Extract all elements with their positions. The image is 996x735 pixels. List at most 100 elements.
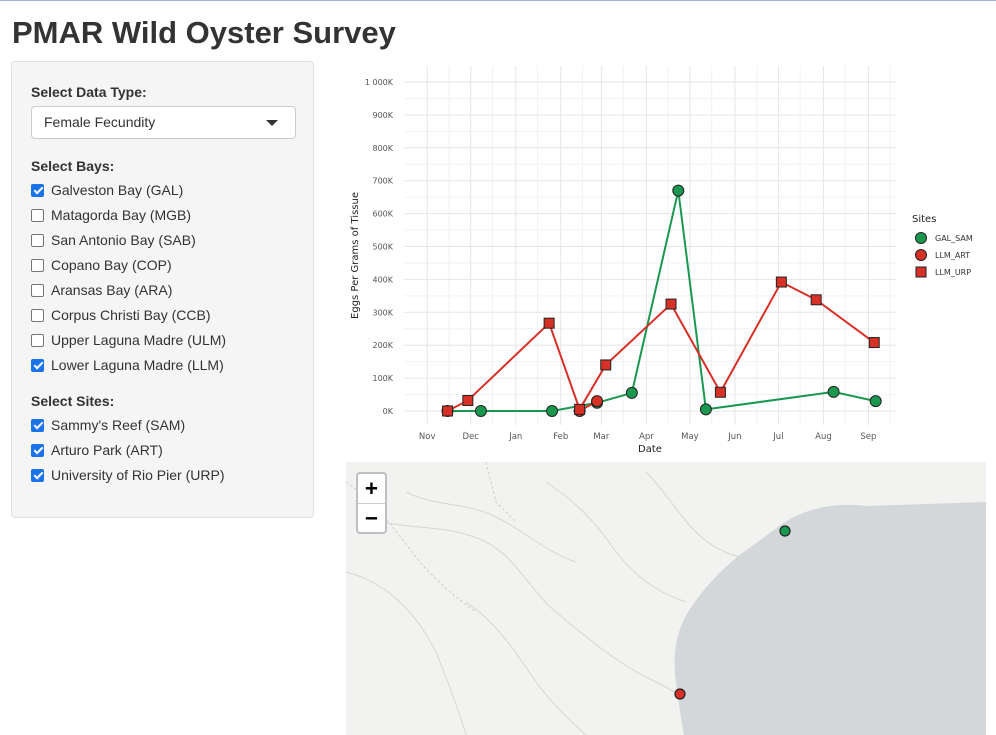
checkbox-label: Arturo Park (ART) xyxy=(51,442,163,458)
x-tick-label: Sep xyxy=(860,432,876,442)
legend-key-llm_urp xyxy=(915,266,927,278)
bay-checkbox[interactable]: Copano Bay (COP) xyxy=(31,255,172,275)
y-tick-label: 500K xyxy=(372,243,393,252)
checkbox-box[interactable] xyxy=(31,183,44,197)
x-axis-ticks: Nov Dec Jan Feb Mar Apr May Jun Jul Aug Sep xyxy=(419,432,877,442)
gulf-water xyxy=(674,502,986,735)
y-tick-label: 400K xyxy=(372,275,393,284)
data-point-gal_sam xyxy=(869,395,882,408)
checkbox-label: Aransas Bay (ARA) xyxy=(51,282,173,298)
data-point-llm_urp xyxy=(600,359,612,371)
bay-checkbox[interactable]: Lower Laguna Madre (LLM) xyxy=(31,355,224,375)
map-marker-gal-sam[interactable] xyxy=(779,525,791,537)
y-tick-label: 1 000K xyxy=(365,78,394,87)
y-axis-ticks: 0K 100K 200K 300K 400K 500K 600K 700K 800K 900K 1 … xyxy=(365,78,394,416)
map-rivers xyxy=(346,471,742,735)
checkbox-label: Copano Bay (COP) xyxy=(51,257,172,273)
y-tick-label: 600K xyxy=(372,210,393,219)
checkbox-box[interactable] xyxy=(31,418,44,432)
checkbox-label: San Antonio Bay (SAB) xyxy=(51,232,196,248)
map-zoom-control: + − xyxy=(356,472,387,534)
y-tick-label: 700K xyxy=(372,177,393,186)
series-line-llm_urp xyxy=(447,280,875,412)
x-tick-label: Jun xyxy=(727,432,741,442)
checkbox-label: Corpus Christi Bay (CCB) xyxy=(51,307,211,323)
map-canvas[interactable] xyxy=(346,462,986,735)
checkbox-label: Upper Laguna Madre (ULM) xyxy=(51,332,227,348)
site-checkbox[interactable]: Sammy's Reef (SAM) xyxy=(31,415,185,435)
y-tick-label: 200K xyxy=(372,341,393,350)
checkbox-box[interactable] xyxy=(31,258,44,272)
checkbox-box[interactable] xyxy=(31,233,44,247)
map[interactable]: + − xyxy=(346,462,986,735)
checkbox-box[interactable] xyxy=(31,208,44,222)
checkbox-box[interactable] xyxy=(31,333,44,347)
series-points xyxy=(441,184,882,417)
data-point-llm_art xyxy=(591,395,604,408)
y-tick-label: 800K xyxy=(372,144,393,153)
y-tick-label: 100K xyxy=(372,374,393,383)
data-point-llm_urp xyxy=(775,276,787,288)
sidebar-panel: Select Data Type: Female Fecundity Selec… xyxy=(11,61,314,518)
legend-label-gal_sam: GAL_SAM xyxy=(935,234,973,243)
data-point-llm_urp xyxy=(868,337,880,349)
data-point-gal_sam xyxy=(699,403,712,416)
bay-checkbox[interactable]: San Antonio Bay (SAB) xyxy=(31,230,196,250)
data-point-gal_sam xyxy=(827,385,840,398)
site-checkbox[interactable]: Arturo Park (ART) xyxy=(31,440,163,460)
y-tick-label: 0K xyxy=(383,407,394,416)
x-tick-label: Nov xyxy=(419,432,436,442)
zoom-out-button[interactable]: − xyxy=(358,503,385,533)
data-point-llm_urp xyxy=(574,403,586,415)
y-tick-label: 300K xyxy=(372,308,393,317)
legend-key-gal_sam xyxy=(915,232,927,244)
legend-label-llm_urp: LLM_URP xyxy=(935,268,971,277)
data-point-llm_urp xyxy=(462,394,474,406)
checkbox-label: Galveston Bay (GAL) xyxy=(51,182,184,198)
y-axis-label: Eggs Per Grams of Tissue xyxy=(350,192,361,319)
checkbox-box[interactable] xyxy=(31,308,44,322)
checkbox-label: Matagorda Bay (MGB) xyxy=(51,207,192,223)
y-tick-label: 900K xyxy=(372,111,393,120)
legend: Sites GAL_SAM LLM_ART LLM_URP xyxy=(912,214,973,278)
checkbox-box[interactable] xyxy=(31,443,44,457)
x-axis-label: Date xyxy=(638,444,662,455)
fecundity-chart: 0K 100K 200K 300K 400K 500K 600K 700K 800K 900K 1 … xyxy=(350,66,973,455)
data-point-gal_sam xyxy=(474,405,487,417)
bay-checkbox[interactable]: Matagorda Bay (MGB) xyxy=(31,205,191,225)
data-point-llm_urp xyxy=(714,386,726,398)
map-marker-llm[interactable] xyxy=(674,688,686,700)
x-tick-label: Apr xyxy=(639,432,654,442)
data-point-gal_sam xyxy=(672,184,685,197)
bay-checkbox[interactable]: Upper Laguna Madre (ULM) xyxy=(31,330,226,350)
data-type-select[interactable]: Female Fecundity xyxy=(31,106,296,139)
site-checkbox[interactable]: University of Rio Pier (URP) xyxy=(31,465,224,485)
grid-minor xyxy=(404,66,896,425)
x-tick-label: Aug xyxy=(815,432,832,442)
legend-label-llm_art: LLM_ART xyxy=(935,251,970,260)
data-point-llm_urp xyxy=(442,405,454,417)
data-point-llm_urp xyxy=(665,298,677,310)
sites-label: Select Sites: xyxy=(31,393,115,409)
checkbox-label: University of Rio Pier (URP) xyxy=(51,467,225,483)
caret-down-icon xyxy=(266,120,278,126)
x-tick-label: Dec xyxy=(463,432,480,442)
bays-label: Select Bays: xyxy=(31,158,115,174)
zoom-in-button[interactable]: + xyxy=(365,476,378,500)
x-tick-label: Jan xyxy=(508,432,522,442)
x-tick-label: May xyxy=(681,432,699,442)
data-point-llm_urp xyxy=(810,294,822,306)
bay-checkbox[interactable]: Corpus Christi Bay (CCB) xyxy=(31,305,210,325)
data-type-label: Select Data Type: xyxy=(31,84,147,100)
bay-checkbox[interactable]: Aransas Bay (ARA) xyxy=(31,280,172,300)
checkbox-box[interactable] xyxy=(31,283,44,297)
legend-key-llm_art xyxy=(915,249,927,261)
checkbox-box[interactable] xyxy=(31,468,44,482)
data-type-value: Female Fecundity xyxy=(44,114,156,130)
checkbox-box[interactable] xyxy=(31,358,44,372)
x-tick-label: Mar xyxy=(593,432,610,442)
checkbox-label: Sammy's Reef (SAM) xyxy=(51,417,186,433)
x-tick-label: Jul xyxy=(772,432,783,442)
plot-background xyxy=(404,66,896,425)
bay-checkbox[interactable]: Galveston Bay (GAL) xyxy=(31,180,183,200)
